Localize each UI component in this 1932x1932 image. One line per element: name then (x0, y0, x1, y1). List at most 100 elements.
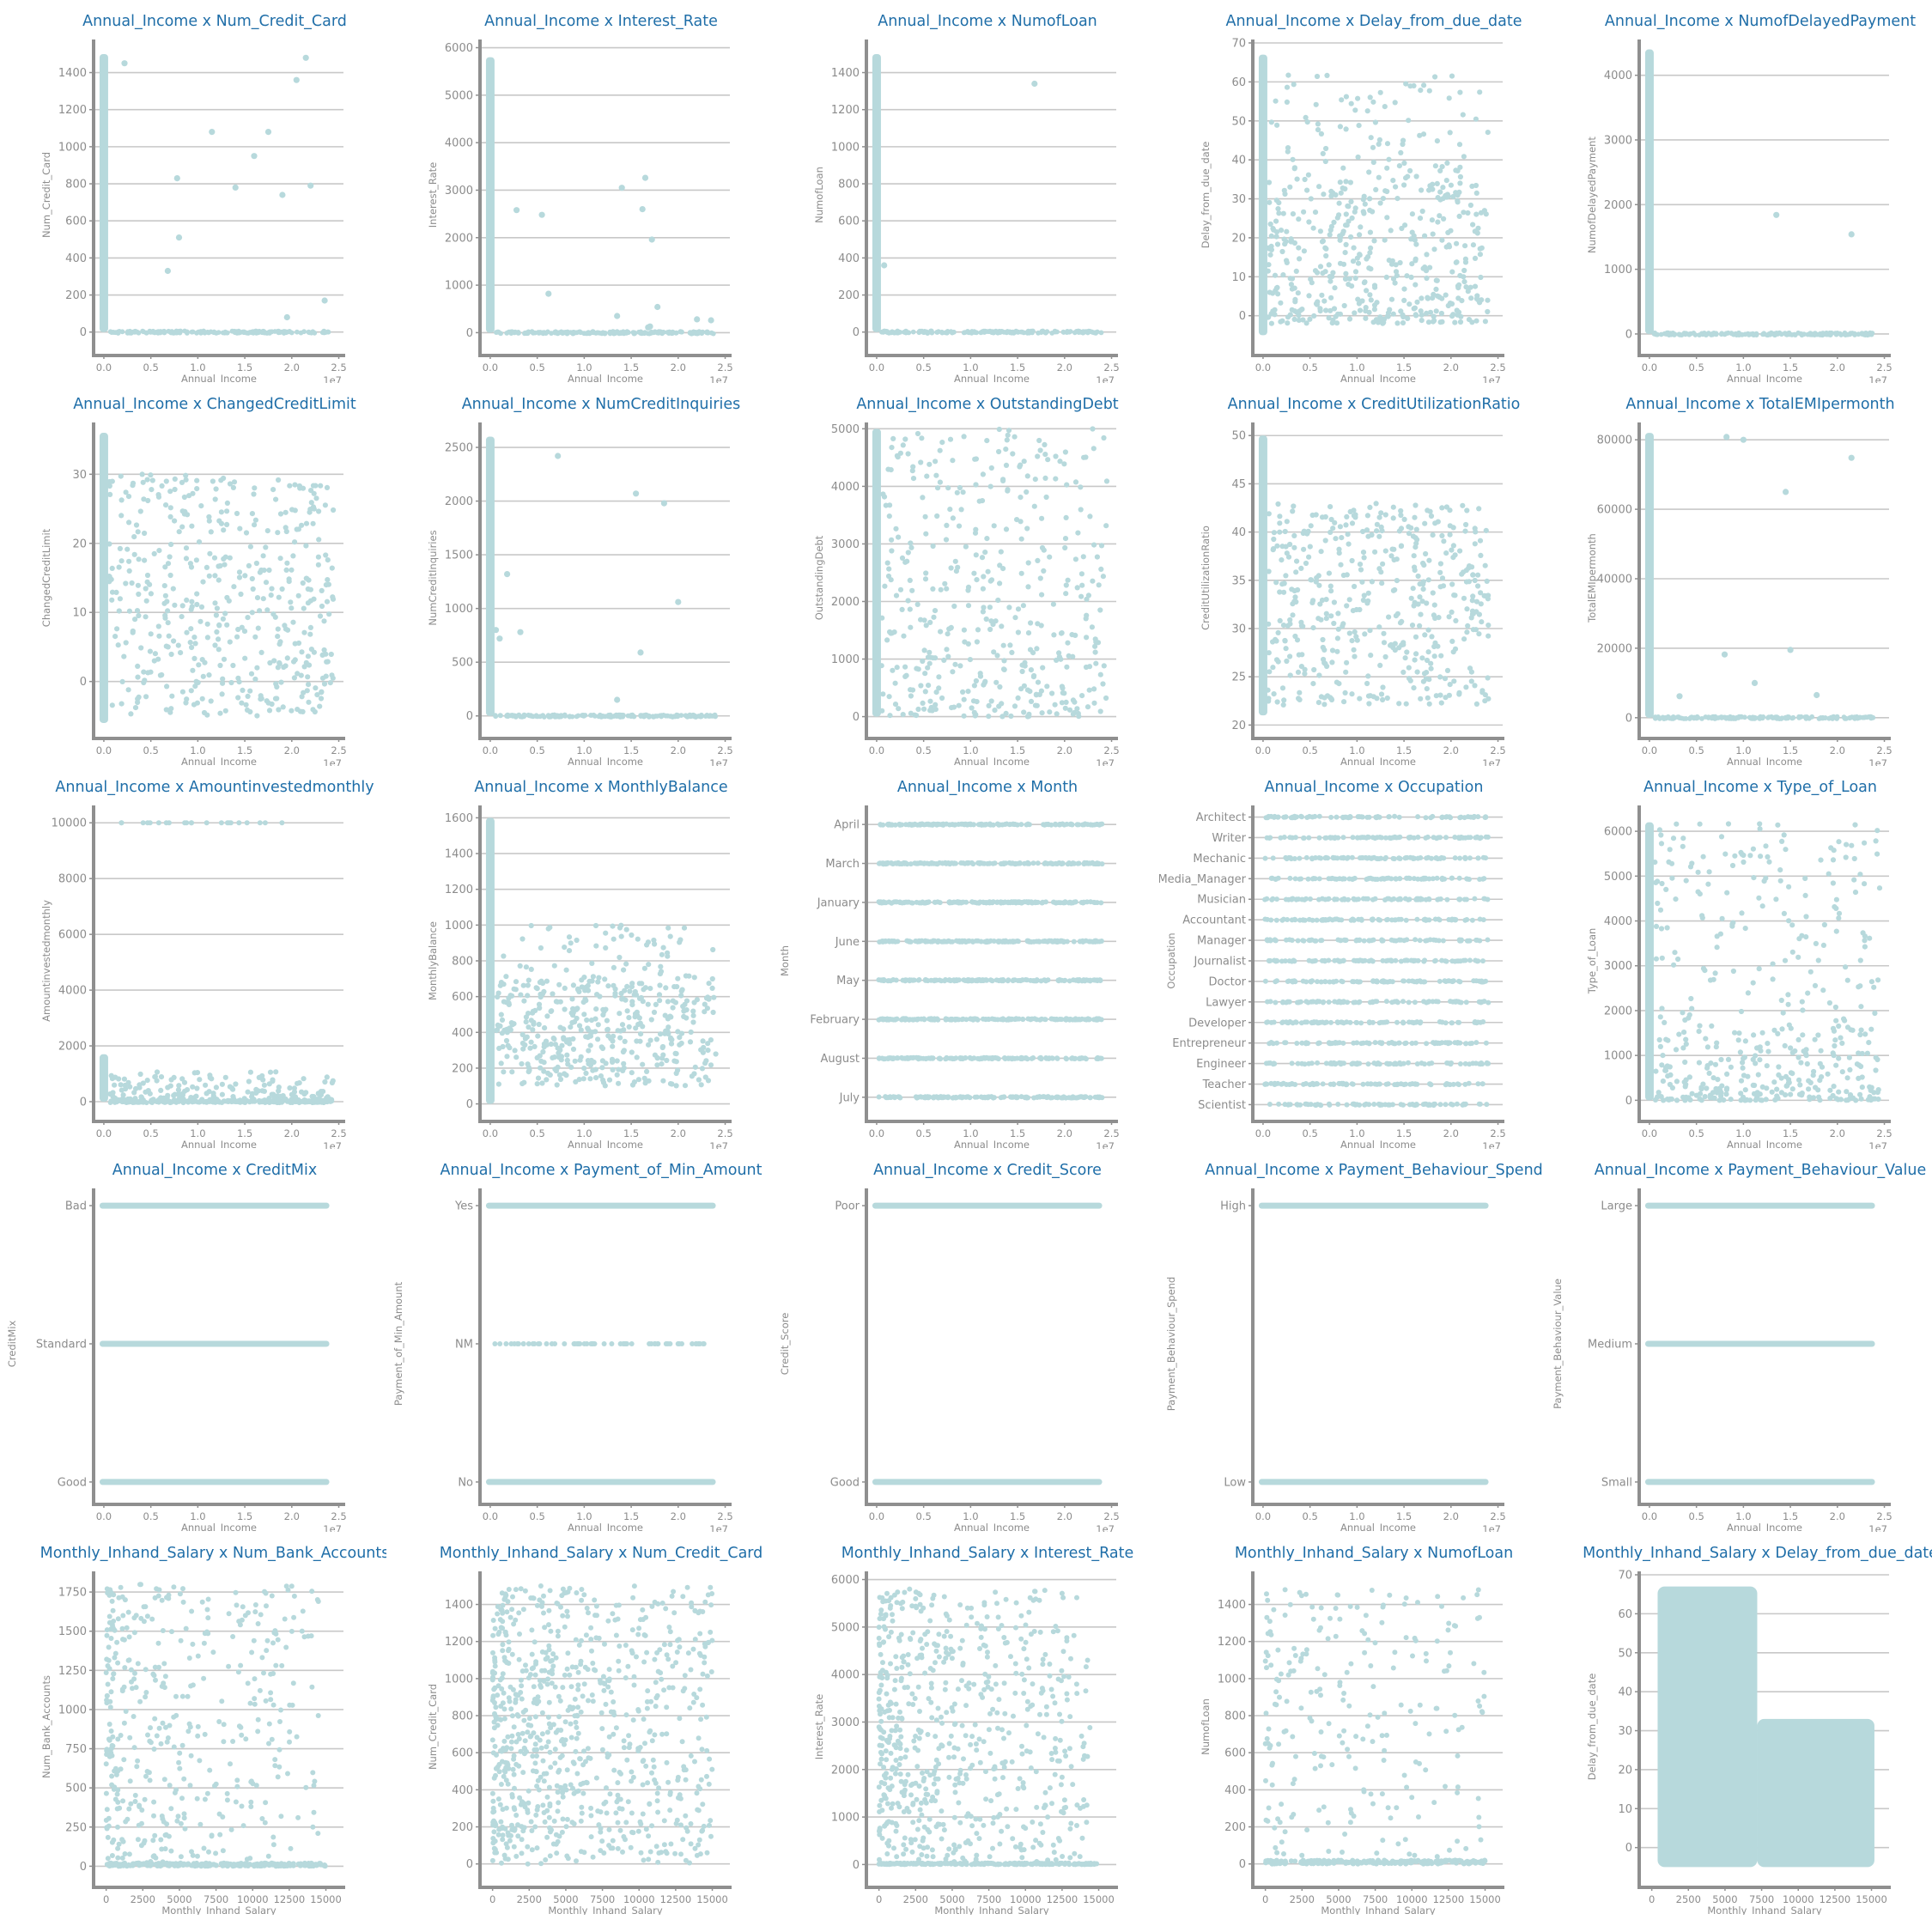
x-tick-label: 1.0 (576, 361, 592, 374)
data-point (1338, 562, 1344, 568)
data-point (1445, 302, 1451, 309)
data-point (184, 597, 190, 603)
data-point (1315, 700, 1321, 706)
x-tick-label: 0.0 (483, 361, 498, 374)
y-axis-label: CreditUtilizationRatio (1200, 526, 1212, 630)
data-point (321, 647, 327, 653)
data-point (1284, 84, 1291, 90)
data-point (915, 977, 921, 983)
data-point (516, 330, 521, 336)
data-point (1035, 621, 1041, 627)
data-point (892, 702, 899, 708)
data-point (132, 329, 138, 334)
data-point (958, 507, 964, 513)
data-point (1362, 201, 1368, 207)
data-point (883, 502, 889, 508)
gridlines (867, 428, 1116, 718)
x-tick-label: 0.0 (1255, 744, 1271, 756)
data-point (254, 713, 260, 719)
data-point (621, 1048, 627, 1054)
data-point (1304, 187, 1310, 193)
data-point (901, 633, 907, 639)
data-point (614, 1072, 620, 1078)
data-point (169, 329, 175, 334)
data-point (1037, 575, 1043, 581)
data-point (507, 1045, 513, 1051)
dense-cluster (99, 1054, 108, 1103)
data-point (270, 1078, 276, 1084)
data-point (1059, 700, 1065, 706)
data-point (112, 1082, 118, 1088)
data-point (318, 1089, 324, 1095)
x-axis-offset-label: 1e7 (323, 374, 342, 383)
data-point (1700, 331, 1705, 337)
data-point (1034, 646, 1040, 652)
x-axis-label: Annual_Income (1727, 756, 1802, 766)
data-point (1343, 211, 1349, 217)
data-point (1364, 108, 1370, 114)
data-point (925, 665, 931, 671)
data-point (927, 698, 933, 704)
data-point (268, 592, 274, 598)
data-point (126, 608, 132, 614)
data-point (1312, 268, 1319, 274)
data-point (668, 1041, 675, 1047)
y-tick-label: 1200 (445, 884, 473, 896)
y-tick-label: 200 (838, 289, 860, 302)
data-point (1087, 1095, 1093, 1101)
data-point (922, 671, 928, 677)
data-point (1412, 514, 1418, 520)
data-point (551, 1036, 557, 1042)
data-point (1311, 313, 1317, 319)
data-point (1472, 541, 1478, 547)
data-point (1374, 696, 1380, 702)
data-point (1091, 542, 1097, 548)
data-point (144, 579, 150, 585)
data-point (527, 1045, 533, 1051)
data-point (557, 999, 563, 1005)
x-tick-label: 0.5 (530, 361, 545, 374)
data-point (1070, 711, 1076, 717)
data-point (1461, 267, 1467, 274)
data-point (293, 76, 300, 83)
data-point (535, 1075, 542, 1081)
data-point (249, 610, 255, 616)
data-point (1330, 270, 1336, 276)
data-point (1276, 210, 1282, 216)
data-point (295, 640, 302, 647)
data-point (193, 1093, 199, 1099)
data-point (1652, 714, 1658, 720)
data-point (1796, 714, 1801, 720)
data-point (1695, 714, 1701, 720)
data-point (270, 487, 276, 493)
data-point (149, 487, 155, 493)
data-point (572, 1018, 578, 1025)
data-point (1092, 636, 1098, 642)
data-point (1035, 453, 1041, 459)
data-point (1348, 198, 1354, 204)
data-point (956, 702, 962, 708)
data-point (1273, 234, 1279, 240)
data-point (1310, 625, 1316, 631)
points (872, 426, 1110, 720)
data-point (977, 673, 984, 679)
chart-title: Annual_Income x Month (897, 779, 1078, 796)
data-point (1319, 292, 1325, 298)
data-point (301, 329, 307, 335)
data-point (271, 1094, 277, 1100)
data-point (230, 662, 236, 669)
data-point (1472, 577, 1478, 584)
data-point (674, 984, 680, 990)
data-point (178, 328, 184, 334)
data-point (325, 577, 331, 583)
data-point (1469, 598, 1475, 604)
data-point (885, 573, 892, 580)
data-point (126, 568, 132, 574)
data-point (1420, 131, 1427, 137)
data-point (1436, 615, 1442, 621)
data-point (1398, 543, 1405, 549)
data-point (231, 584, 237, 590)
data-point (147, 1091, 153, 1097)
chart-panel: Annual_Income x NumofLoan 0 200 400 600 800 10… (773, 0, 1159, 383)
data-point (908, 540, 914, 546)
